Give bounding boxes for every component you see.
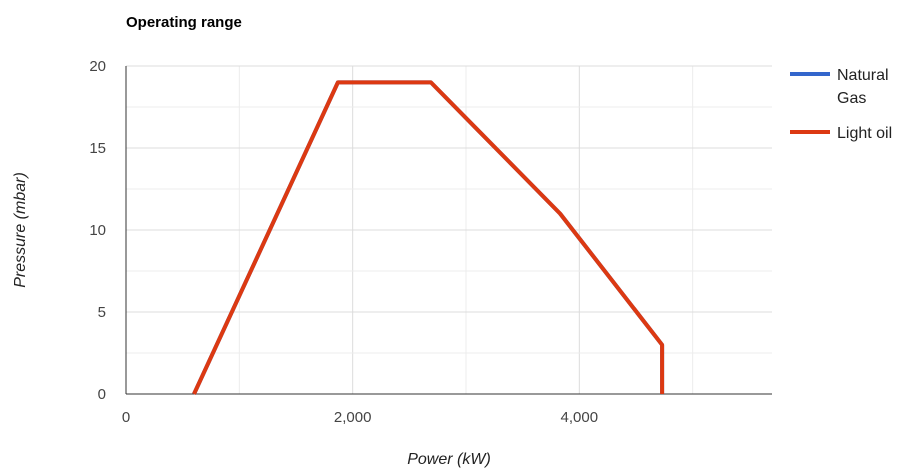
- series-layer: [192, 80, 665, 395]
- legend-label: Natural: [837, 67, 889, 84]
- grid-layer: [126, 65, 772, 394]
- y-tick-label: 0: [98, 386, 106, 403]
- legend-label: Light oil: [837, 125, 892, 142]
- series-line-light-oil: [192, 80, 665, 395]
- x-tick-label: 0: [122, 409, 130, 426]
- y-axis-title: Pressure (mbar): [12, 172, 29, 288]
- y-tick-label: 5: [98, 304, 106, 321]
- y-tick-label: 15: [89, 140, 106, 157]
- x-axis-title: Power (kW): [407, 451, 491, 468]
- x-tick-label: 4,000: [561, 409, 599, 426]
- x-tick-label: 2,000: [334, 409, 372, 426]
- y-tick-label: 10: [89, 222, 106, 239]
- y-tick-label: 20: [89, 58, 106, 75]
- x-tick-labels: 0 2,000 4,000: [122, 409, 598, 426]
- y-tick-labels: 0 5 10 15 20: [89, 58, 106, 403]
- legend-item-natural-gas[interactable]: Natural Gas: [790, 67, 889, 107]
- legend-label: Gas: [837, 90, 866, 107]
- chart-title: Operating range: [126, 14, 242, 31]
- legend-item-light-oil[interactable]: Light oil: [790, 125, 892, 142]
- legend: Natural Gas Light oil: [790, 67, 892, 142]
